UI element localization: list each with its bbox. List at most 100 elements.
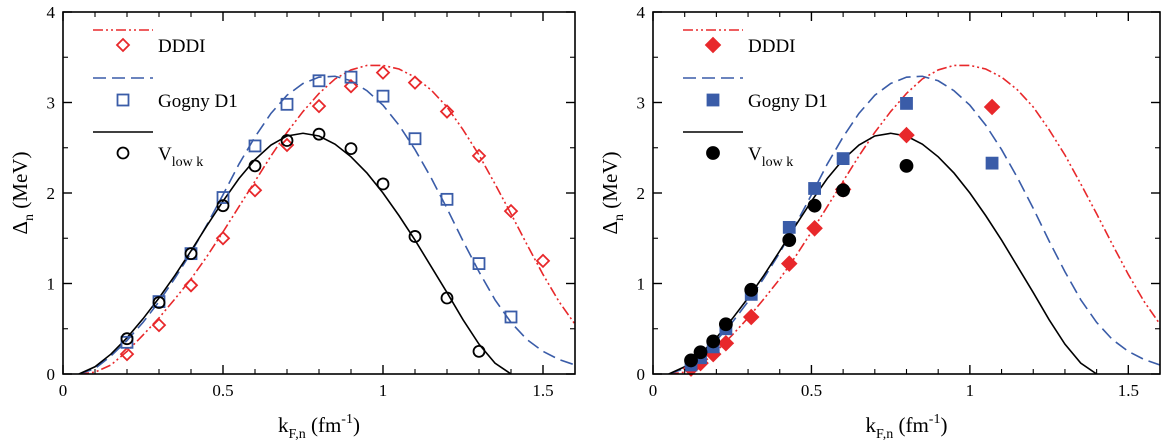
y-tick-label: 2 [637,184,646,203]
legend-label-sub: low k [762,155,794,170]
data-point [899,158,914,173]
curve-gogny-d1 [668,75,1160,374]
data-point [439,104,455,119]
data-point [120,335,134,349]
data-point [472,344,486,358]
data-point [280,97,294,111]
data-point [684,353,698,368]
y-tick-label: 4 [637,3,646,22]
legend-label-main: Gogny D1 [748,91,828,112]
legend-label: DDDI [748,36,796,57]
y-tick-label: 0 [47,365,56,384]
data-point [782,233,797,247]
right-chart-panel: 0 0.5 1 1.5 0 1 2 3 4 kF,n (fm-1) Δn (MeV) DDDI Gogn… [598,3,1161,442]
y-axis-title-main: Δ [8,221,32,235]
data-point [344,70,358,84]
data-point [184,247,198,261]
y-tick-label: 1 [47,275,56,294]
data-point [717,334,735,352]
data-point [375,65,391,80]
y-axis-title-sub: n [612,214,627,221]
data-point [215,230,231,246]
legend-marker [704,36,722,54]
data-point [742,308,760,326]
data-point [344,142,358,156]
legend-label: Gogny D1 [748,91,828,112]
curve-v-low-k [668,132,1098,374]
data-point [376,177,390,191]
data-point [440,291,454,305]
x-axis-title-unit: (fm [893,413,929,437]
y-tick-label: 3 [47,94,56,113]
data-point [504,310,518,324]
y-axis-title-unit: (MeV) [598,152,622,214]
y-axis-title: Δn (MeV) [8,152,37,235]
y-tick-label: 4 [47,3,56,22]
y-axis-title-unit: (MeV) [8,152,32,214]
x-axis-title-exp: -1 [341,412,353,427]
curve-v-low-k [78,132,512,374]
legend-label-main: DDDI [158,36,206,57]
legend-marker [116,146,130,160]
data-point [836,183,851,198]
x-axis-title-main: k [278,413,289,437]
x-tick-label: 1.5 [532,381,553,400]
legend-label: Vlow k [158,144,203,170]
data-point [693,345,708,360]
y-axis-title-main: Δ [598,221,622,235]
data-point [408,132,422,146]
data-point [376,89,390,103]
legend-marker [115,37,131,53]
legend-label-main: Gogny D1 [158,91,238,112]
data-point [471,148,487,164]
plot-frame [62,11,576,375]
data-point [900,97,913,110]
data-point [248,139,262,153]
data-point [807,198,822,213]
data-point [503,203,519,219]
curve-gogny-d1 [78,75,575,374]
y-tick-label: 2 [47,184,56,203]
data-point [808,182,822,195]
x-axis-title-sub: F,n [876,427,893,442]
legend-marker [706,93,720,107]
data-point [898,126,915,144]
data-point [312,127,326,141]
legend-marker [706,146,720,160]
legend-label-main: V [748,144,762,165]
left-chart-panel: 0 0.5 1 1.5 0 1 2 3 4 kF,n (fm-1) Δn (MeV) DDDI Gogn… [8,3,576,442]
data-point [782,220,796,234]
legend-label: Gogny D1 [158,91,238,112]
x-axis-title-sub: F,n [289,427,306,442]
data-point [280,134,294,147]
y-tick-label: 3 [637,94,646,113]
data-point [985,156,999,170]
data-point [152,296,166,309]
legend-label-sub: low k [172,155,204,170]
x-axis-title-exp: -1 [929,412,941,427]
data-point [744,282,759,297]
x-axis-title-end: ) [940,413,947,437]
data-point [836,152,850,166]
curve-dddi [668,64,1160,374]
legend-marker [116,93,130,107]
legend-label-main: DDDI [748,36,796,57]
legend-label: Vlow k [748,144,793,170]
data-point [535,253,551,269]
data-point [718,317,733,332]
data-point [983,98,1001,116]
data-point [120,332,134,346]
x-axis-title-main: k [866,413,877,437]
data-point [183,278,199,293]
data-point [440,192,454,206]
x-tick-label: 1 [379,381,388,400]
data-point [806,220,823,237]
y-axis-title: Δn (MeV) [598,152,627,235]
data-point [216,199,230,213]
legend-label: DDDI [158,36,206,57]
x-tick-label: 0 [649,381,658,400]
data-point [247,183,263,198]
data-point [408,230,422,243]
data-point [780,255,798,272]
data-point [312,74,326,88]
